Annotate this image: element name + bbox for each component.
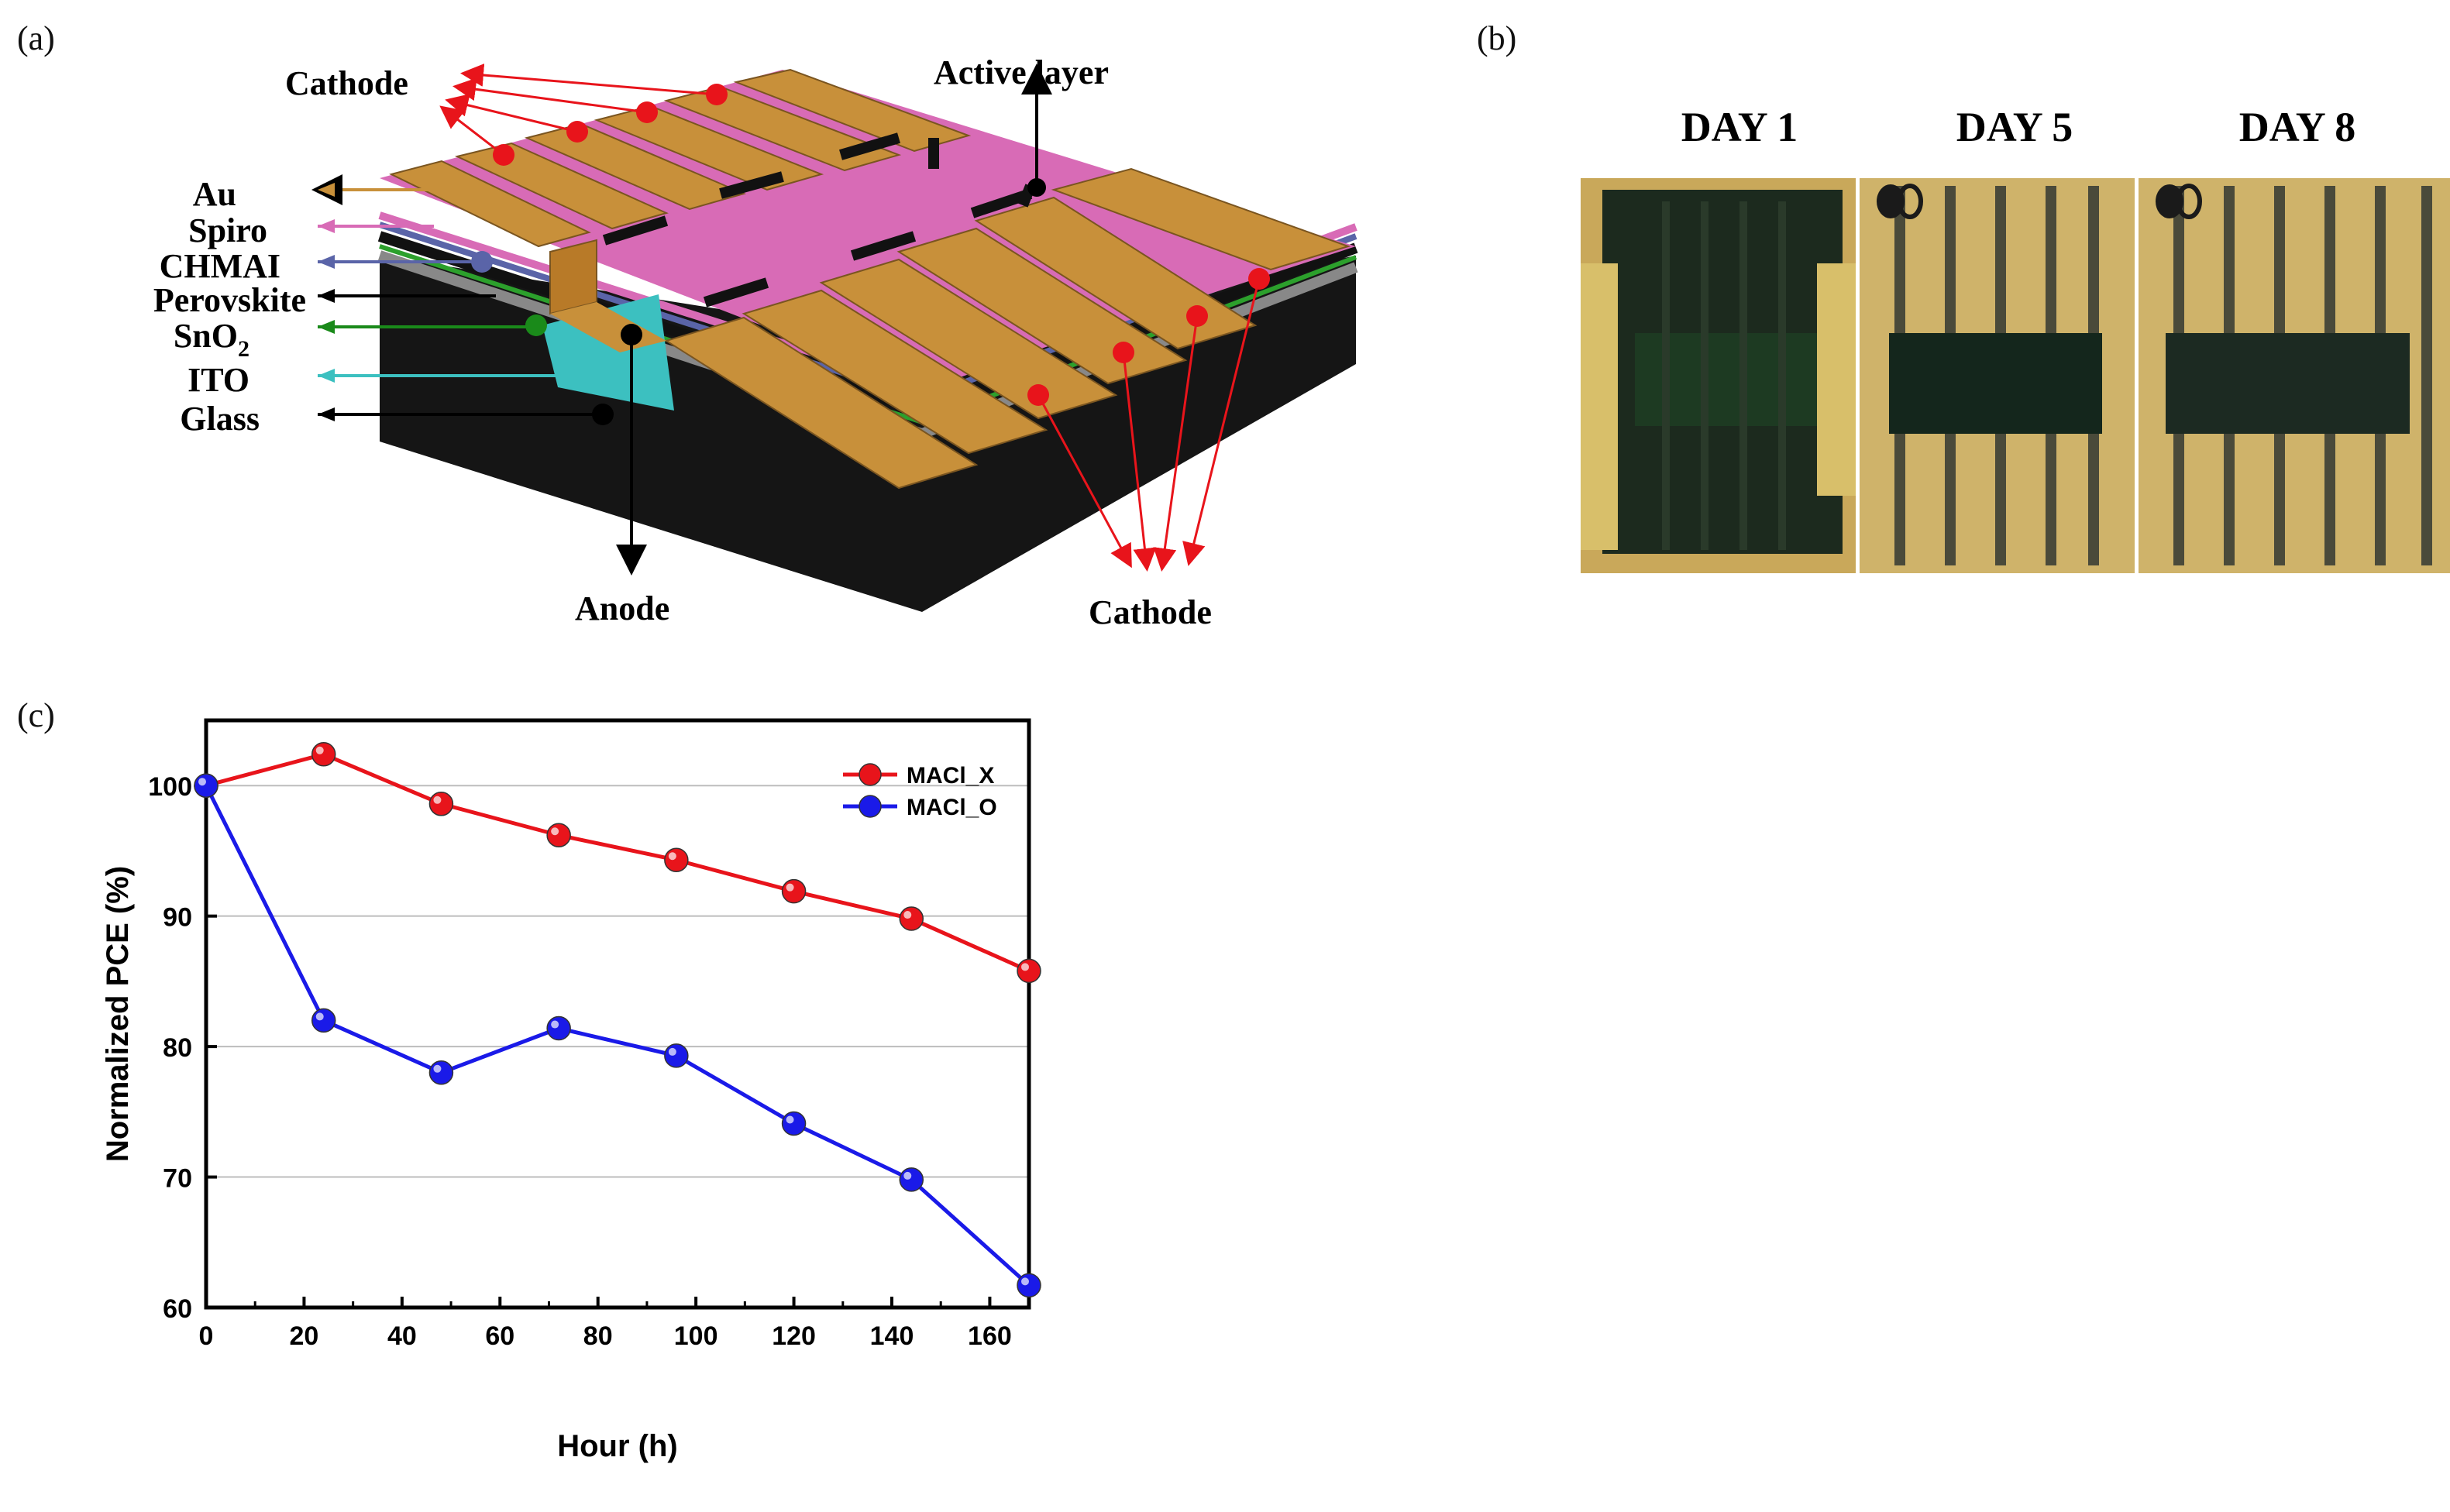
data-point — [781, 878, 807, 904]
x-tick-label: 0 — [199, 1321, 214, 1351]
y-tick-label: 90 — [163, 903, 192, 933]
layer-label-spiro: Spiro — [188, 211, 267, 249]
data-point — [664, 1043, 689, 1068]
data-point — [899, 1167, 924, 1192]
y-tick-label: 70 — [163, 1164, 192, 1194]
legend-marker — [859, 763, 882, 786]
data-point — [899, 906, 924, 931]
layer-arrowheads — [318, 183, 335, 421]
data-point — [546, 1015, 571, 1041]
x-tick-label: 160 — [968, 1321, 1012, 1351]
svg-text:Cathode: Cathode — [1089, 593, 1212, 631]
layer-label-sno2: SnO2 — [174, 317, 249, 362]
data-point — [428, 792, 454, 816]
series-line — [204, 785, 1031, 1287]
y-tick-label: 80 — [163, 1033, 192, 1063]
chart-series — [194, 742, 1041, 1298]
y-tick-label: 60 — [163, 1294, 192, 1324]
day-label-5: DAY 5 — [1956, 104, 2073, 150]
x-tick-label: 100 — [674, 1321, 718, 1351]
data-point-highlight — [668, 1047, 676, 1056]
day-label-8: DAY 8 — [2239, 104, 2356, 150]
data-point — [428, 1060, 454, 1085]
y-axis-title: Normalized PCE (%) — [101, 866, 135, 1162]
x-axis-title: Hour (h) — [557, 1429, 678, 1463]
au-electrodes-right — [664, 167, 1351, 490]
photo-day-5 — [1860, 178, 2135, 573]
plot-frame — [204, 718, 1031, 1310]
data-point-highlight — [433, 1064, 442, 1073]
x-tick-label: 140 — [870, 1321, 914, 1351]
data-point-highlight — [786, 883, 794, 892]
layer-label-ito: ITO — [188, 361, 249, 399]
svg-text:Cathode: Cathode — [285, 64, 408, 102]
x-tick-label: 120 — [772, 1321, 816, 1351]
data-point — [1017, 1273, 1041, 1298]
photo-day-8 — [2139, 178, 2450, 573]
layer-label-chmai: CHMAI — [160, 247, 280, 285]
series-line — [205, 752, 1031, 973]
chart-axes: 60 70 80 90 100 0 20 40 60 80 100 120 140 160 — [148, 772, 1012, 1351]
chart-gridlines — [206, 785, 1029, 1178]
panel-b-label: (b) — [1477, 19, 1517, 57]
x-tick-label: 20 — [290, 1321, 319, 1351]
layer-arrows — [311, 174, 620, 425]
panel-a-label: (a) — [17, 19, 55, 57]
panel-c-label: (c) — [17, 696, 55, 734]
x-tick-label: 80 — [583, 1321, 613, 1351]
y-tick-label: 100 — [148, 772, 192, 802]
data-point-highlight — [551, 1020, 559, 1029]
active-layer-callout: Active layer — [934, 53, 1109, 197]
data-point-highlight — [1021, 963, 1029, 971]
data-point-highlight — [315, 746, 324, 754]
series-MACl_O — [194, 773, 1041, 1298]
layer-label-glass: Glass — [180, 400, 260, 438]
legend-label: MACl_X — [907, 763, 994, 789]
data-point-highlight — [786, 1115, 794, 1124]
data-point — [664, 847, 689, 872]
data-point-highlight — [903, 1171, 912, 1180]
x-tick-label: 60 — [485, 1321, 514, 1351]
svg-text:Active layer: Active layer — [934, 53, 1109, 91]
layer-label-perovskite: Perovskite — [153, 281, 306, 319]
anode-callout: Anode — [575, 324, 669, 627]
data-point-highlight — [551, 827, 559, 836]
x-tick-label: 40 — [387, 1321, 417, 1351]
data-point-highlight — [668, 852, 676, 861]
data-point — [546, 823, 571, 847]
svg-text:Anode: Anode — [575, 589, 669, 627]
data-point — [1017, 958, 1041, 984]
day-label-1: DAY 1 — [1681, 104, 1798, 150]
data-point-highlight — [903, 911, 912, 919]
legend-marker — [859, 795, 882, 818]
legend-label: MACl_O — [907, 795, 997, 820]
data-point-highlight — [315, 1012, 324, 1021]
data-point — [311, 1008, 336, 1033]
cathode-bottom-callout: Cathode — [1027, 268, 1270, 631]
device-schematic: Au Spiro CHMAI Perovskite SnO2 ITO Glass… — [153, 53, 1358, 631]
data-point-highlight — [1021, 1277, 1029, 1286]
data-point-highlight — [433, 796, 442, 804]
data-point-highlight — [198, 778, 206, 786]
active-layer-marks — [602, 132, 1036, 308]
data-point — [311, 742, 336, 767]
device-photos: DAY 1 DAY 5 DAY 8 — [1581, 104, 2450, 573]
data-point — [781, 1111, 807, 1136]
data-point — [194, 773, 219, 798]
photo-day-1 — [1581, 178, 1856, 573]
chart-legend: MACl_X MACl_O — [843, 763, 997, 820]
layer-label-au: Au — [193, 175, 236, 213]
anode-block — [549, 239, 597, 315]
cathode-top-callout: Cathode — [285, 64, 728, 166]
